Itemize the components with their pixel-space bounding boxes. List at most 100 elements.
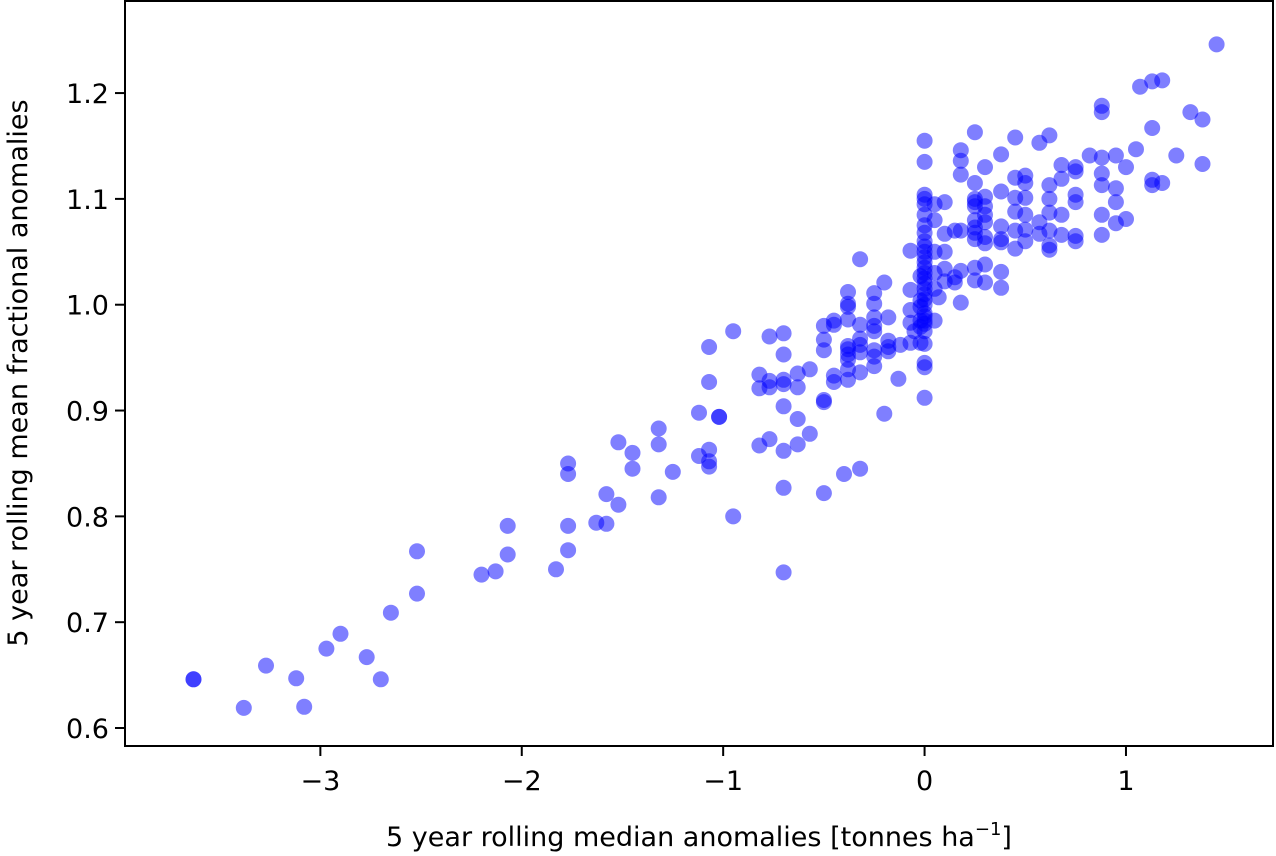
data-point [664, 463, 681, 480]
data-point [775, 398, 792, 415]
data-point [701, 374, 718, 390]
data-point [1093, 226, 1110, 243]
data-point [952, 142, 969, 159]
data-point [789, 436, 806, 453]
data-point [1093, 165, 1110, 182]
data-point [815, 485, 832, 502]
data-point [1132, 78, 1149, 95]
x-tick-label: −1 [703, 766, 743, 797]
data-point [1067, 227, 1084, 244]
data-point [332, 625, 349, 642]
data-point [775, 346, 792, 363]
data-point [916, 354, 933, 371]
data-point [1053, 206, 1070, 223]
data-point [916, 389, 933, 406]
data-point [610, 496, 627, 513]
data-point [725, 508, 742, 525]
data-point [801, 361, 818, 378]
data-point [382, 604, 399, 621]
data-point [624, 444, 641, 461]
data-point [1041, 237, 1058, 254]
points-layer [185, 36, 1225, 716]
x-axis-label-superscript: −1 [975, 819, 1002, 840]
data-point [926, 312, 943, 329]
y-tick-label: 1.0 [66, 291, 109, 322]
data-point [1154, 72, 1171, 89]
data-point [1168, 147, 1185, 164]
data-point [825, 367, 842, 384]
data-point [1182, 104, 1199, 121]
data-point [815, 331, 832, 348]
data-point [711, 408, 728, 425]
data-point [789, 365, 806, 382]
data-point [1041, 177, 1058, 194]
data-point [866, 285, 883, 302]
y-axis: 0.6 0.7 0.8 0.9 1.0 1.1 1.2 [66, 79, 125, 745]
data-point [560, 542, 577, 559]
data-point [358, 649, 375, 666]
data-point [977, 274, 993, 291]
data-point [993, 183, 1010, 200]
data-point [966, 175, 983, 191]
data-point [1107, 194, 1124, 211]
y-tick-label: 1.1 [66, 185, 109, 216]
data-point [1053, 170, 1070, 187]
data-point [1053, 157, 1070, 173]
data-point [775, 325, 792, 342]
data-point [916, 186, 933, 203]
data-point [650, 420, 667, 437]
data-point [1067, 159, 1084, 176]
data-point [876, 405, 893, 422]
data-point [185, 671, 202, 688]
data-point [761, 431, 778, 448]
data-point [852, 330, 869, 347]
data-point [916, 335, 933, 352]
x-axis: −3 −2 −1 0 1 [300, 746, 1135, 797]
data-point [598, 486, 615, 503]
data-point [993, 146, 1010, 163]
data-point [701, 441, 718, 458]
data-point [890, 370, 907, 387]
data-point [499, 517, 516, 534]
data-point [610, 434, 627, 451]
y-tick-label: 0.8 [66, 502, 109, 533]
data-point [1128, 141, 1144, 158]
data-point [840, 311, 856, 328]
data-point [725, 323, 742, 340]
data-point [1093, 97, 1110, 114]
data-point [1081, 147, 1098, 164]
data-point [977, 188, 993, 205]
data-point [789, 411, 806, 427]
data-point [825, 312, 842, 329]
data-point [866, 342, 883, 359]
y-tick-label: 0.7 [66, 608, 109, 639]
data-point [473, 566, 490, 583]
data-point [1208, 36, 1225, 53]
data-point [775, 371, 792, 388]
x-tick-label: 0 [916, 766, 933, 797]
data-point [548, 561, 564, 578]
data-point [296, 698, 313, 715]
data-point [1194, 111, 1211, 128]
data-point [650, 489, 667, 506]
data-point [598, 515, 615, 532]
data-point [815, 392, 832, 408]
data-point [288, 670, 305, 687]
data-point [1041, 127, 1058, 144]
data-point [1041, 222, 1058, 239]
data-point [1007, 129, 1024, 146]
data-point [789, 379, 806, 396]
data-point [1144, 120, 1161, 136]
data-point [993, 279, 1010, 296]
plot-frame [124, 0, 1274, 747]
data-point [775, 564, 792, 581]
data-point [1017, 221, 1034, 238]
data-point [701, 453, 718, 470]
data-point [936, 194, 953, 211]
data-point [852, 460, 869, 477]
data-point [952, 262, 969, 279]
data-point [936, 243, 953, 260]
data-point [409, 585, 425, 602]
data-point [952, 222, 969, 239]
x-tick-label: −3 [300, 766, 340, 797]
